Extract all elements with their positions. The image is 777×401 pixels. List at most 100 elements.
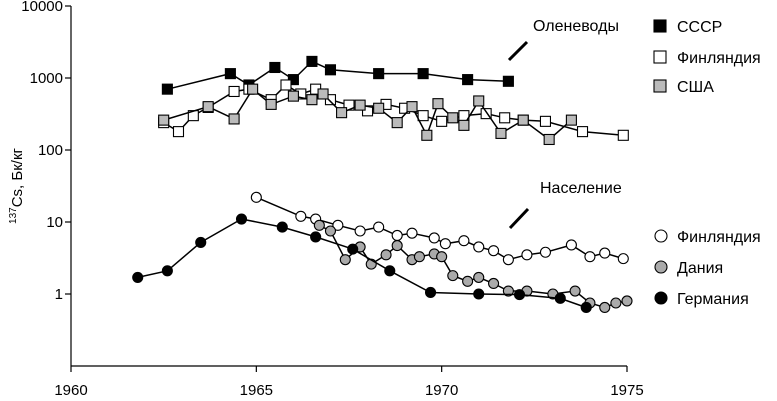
data-point xyxy=(424,286,437,299)
data-point xyxy=(295,210,307,222)
data-point xyxy=(584,251,596,263)
data-point xyxy=(324,225,337,237)
data-point xyxy=(373,102,385,114)
series-line xyxy=(318,224,628,309)
data-point xyxy=(373,68,385,80)
y-axis-label-unit: Cs, Бк/кг xyxy=(9,147,26,207)
x-tick-label: 1960 xyxy=(54,382,87,399)
x-tick-label: 1970 xyxy=(425,382,458,399)
data-point xyxy=(488,245,500,257)
data-point xyxy=(617,253,629,265)
group-title: Население xyxy=(540,180,622,197)
x-tick-label: 1975 xyxy=(610,382,643,399)
data-point xyxy=(458,235,470,247)
axes: 1960 1965 1970 1975 1 10 100 1000 10000 137Cs, Бк… xyxy=(8,0,644,399)
y-axis-label: 137Cs, Бк/кг xyxy=(8,147,26,223)
legend-item: Финляндия xyxy=(653,50,761,67)
data-point xyxy=(406,227,418,239)
data-point xyxy=(580,301,592,314)
data-point xyxy=(502,254,514,266)
legend-marker xyxy=(653,79,667,93)
data-point xyxy=(324,94,337,106)
data-point xyxy=(310,231,322,243)
legend-item: США xyxy=(653,79,714,96)
legend-label: Германия xyxy=(677,291,749,308)
legend-marker xyxy=(653,50,667,64)
legend-label: США xyxy=(677,79,714,96)
data-point xyxy=(473,271,485,283)
data-point xyxy=(391,117,403,129)
data-point xyxy=(354,225,366,237)
data-point xyxy=(428,232,440,244)
data-point xyxy=(462,275,474,287)
data-point xyxy=(521,249,533,261)
data-point xyxy=(447,270,459,282)
data-point xyxy=(373,221,385,233)
legend-item: Финляндия xyxy=(654,229,761,246)
data-point xyxy=(417,68,429,80)
data-point xyxy=(406,101,418,113)
data-point xyxy=(621,295,633,307)
data-point xyxy=(610,297,622,309)
data-point xyxy=(462,74,474,86)
data-point xyxy=(172,126,185,138)
series-0 xyxy=(161,55,514,95)
data-point xyxy=(539,246,552,258)
y-tick-label: 100 xyxy=(38,142,63,159)
data-point xyxy=(439,238,451,250)
series-line xyxy=(163,88,572,141)
data-point xyxy=(565,239,577,251)
data-point xyxy=(306,55,318,67)
data-point xyxy=(488,277,500,290)
data-point xyxy=(313,219,325,231)
legend-marker xyxy=(654,229,668,243)
data-point xyxy=(380,249,392,261)
data-point xyxy=(447,112,459,124)
data-point xyxy=(269,61,281,74)
data-point xyxy=(132,271,144,283)
data-point xyxy=(513,289,526,301)
data-point xyxy=(499,112,511,124)
data-point xyxy=(502,75,514,87)
data-point xyxy=(391,229,403,242)
x-tick-label: 1965 xyxy=(240,382,273,399)
data-point xyxy=(473,288,485,300)
data-point xyxy=(280,79,292,91)
data-point xyxy=(339,254,351,266)
series-line xyxy=(167,60,509,90)
data-point xyxy=(195,236,207,248)
data-point xyxy=(247,83,259,95)
data-point xyxy=(384,265,396,277)
series-2 xyxy=(158,83,577,146)
legend-marker xyxy=(654,291,668,305)
group-slash-mark xyxy=(508,207,530,230)
data-point xyxy=(224,68,236,80)
legend-label: Финляндия xyxy=(677,229,761,246)
data-point xyxy=(495,127,507,139)
data-point xyxy=(517,114,529,126)
data-point xyxy=(480,108,492,120)
series-3 xyxy=(250,191,629,266)
data-point xyxy=(317,88,329,100)
data-point xyxy=(276,221,288,233)
legend: СССР Финляндия США Финляндия Дания Германия xyxy=(653,19,761,308)
data-point xyxy=(554,292,566,304)
data-point xyxy=(161,83,173,95)
data-point xyxy=(391,240,403,252)
legend-item: СССР xyxy=(653,19,722,36)
data-point xyxy=(202,101,214,113)
group-slash-mark xyxy=(507,40,529,62)
data-point xyxy=(565,114,577,126)
data-point xyxy=(432,98,444,110)
data-point xyxy=(354,99,366,111)
legend-item: Германия xyxy=(654,291,749,308)
y-tick-label: 10000 xyxy=(21,0,63,15)
data-point xyxy=(543,133,555,146)
data-point xyxy=(576,126,589,138)
data-point xyxy=(617,129,629,141)
data-point xyxy=(421,129,433,141)
data-point xyxy=(161,265,173,277)
data-point xyxy=(250,191,262,203)
data-point xyxy=(158,114,170,126)
